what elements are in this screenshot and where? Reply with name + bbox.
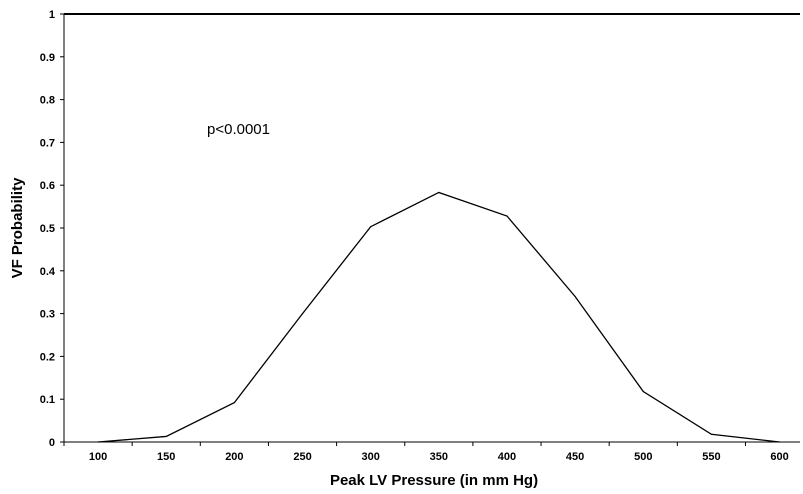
x-tick-label: 100 bbox=[89, 451, 107, 463]
series-layer bbox=[97, 191, 781, 443]
y-tick-label: 0.4 bbox=[40, 266, 56, 278]
y-tick-label: 0 bbox=[49, 437, 55, 449]
y-tick-label: 0.1 bbox=[40, 394, 55, 406]
x-tick-label: 550 bbox=[702, 451, 720, 463]
y-tick-label: 0.6 bbox=[40, 180, 55, 192]
x-tick-label: 250 bbox=[293, 451, 311, 463]
data-point bbox=[710, 433, 713, 435]
data-point bbox=[165, 435, 167, 438]
x-tick-label: 350 bbox=[430, 451, 448, 463]
y-tick-label: 0.2 bbox=[40, 351, 55, 363]
x-tick-label: 600 bbox=[770, 451, 788, 463]
x-tick-label: 300 bbox=[361, 451, 379, 463]
data-point bbox=[370, 226, 372, 228]
x-tick-label: 150 bbox=[157, 451, 175, 463]
y-tick-label: 0.8 bbox=[40, 95, 55, 107]
data-point bbox=[642, 390, 644, 393]
y-tick-label: 0.3 bbox=[40, 309, 55, 321]
x-axis-title: Peak LV Pressure (in mm Hg) bbox=[330, 472, 538, 489]
y-axis-ticks: 0 0.1 0.2 0.3 0.4 0.5 0.6 0.7 0.8 0.9 1 bbox=[40, 9, 64, 449]
data-point bbox=[506, 215, 508, 217]
y-axis-title: VF Probability bbox=[9, 177, 26, 279]
y-tick-label: 0.9 bbox=[40, 52, 55, 64]
data-point bbox=[574, 295, 576, 298]
y-tick-label: 0.7 bbox=[40, 137, 55, 149]
data-point bbox=[438, 191, 440, 194]
data-point bbox=[233, 402, 235, 404]
x-tick-label: 500 bbox=[634, 451, 652, 463]
data-point bbox=[778, 441, 781, 443]
p-value-annotation: p<0.0001 bbox=[207, 121, 270, 138]
x-tick-label: 400 bbox=[498, 451, 516, 463]
y-tick-label: 1 bbox=[49, 9, 55, 21]
plot-frame bbox=[63, 13, 800, 443]
x-tick-label: 450 bbox=[566, 451, 584, 463]
x-tick-label: 200 bbox=[225, 451, 243, 463]
y-tick-label: 0.5 bbox=[40, 223, 55, 235]
data-point bbox=[97, 441, 99, 443]
series-line bbox=[98, 191, 780, 443]
x-axis-ticks: 100 150 200 250 300 350 400 450 500 550 600 bbox=[63, 442, 789, 463]
data-point bbox=[301, 313, 304, 315]
